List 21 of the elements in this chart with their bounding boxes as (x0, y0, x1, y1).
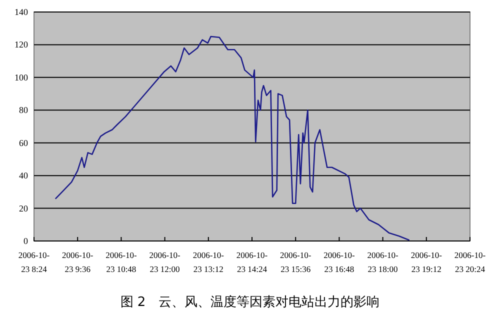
caption: 图 2 云、风、温度等因素对电站出力的影响 (120, 294, 380, 310)
x-tick-label: 2006-10- 23 8:24 (18, 250, 50, 274)
y-tick-label: 120 (14, 40, 28, 50)
y-tick-label: 0 (24, 236, 28, 246)
line-series (55, 36, 410, 241)
y-tick-label: 140 (14, 7, 28, 17)
y-tick-label: 60 (19, 138, 28, 148)
x-tick-label: 2006-10- 23 13:12 (192, 250, 224, 274)
x-tick-label: 2006-10- 23 15:36 (280, 250, 312, 274)
y-tick-label: 100 (14, 72, 28, 82)
x-tick-label: 2006-10- 23 19:12 (410, 250, 442, 274)
x-tick-label: 2006-10- 23 12:00 (149, 250, 181, 274)
y-tick-label: 20 (19, 203, 28, 214)
x-tick-label: 2006-10- 23 10:48 (106, 250, 137, 274)
x-tick-label: 2006-10- 23 14:24 (236, 250, 268, 274)
x-tick-label: 2006-10- 23 20:24 (454, 250, 486, 274)
x-tick-label: 2006-10- 23 9:36 (62, 250, 94, 274)
x-tick-label: 2006-10- 23 18:00 (367, 250, 399, 274)
y-tick-label: 80 (19, 105, 28, 116)
x-tick-label: 2006-10- 23 16:48 (324, 250, 355, 274)
y-tick-label: 40 (19, 170, 28, 181)
